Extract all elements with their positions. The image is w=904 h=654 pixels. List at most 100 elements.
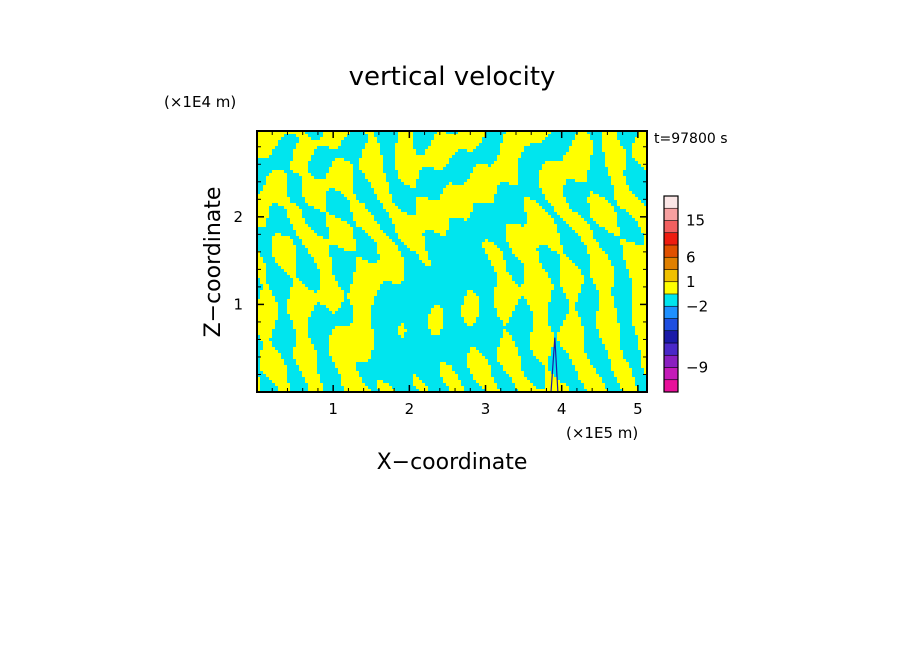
field-cell-negative [386,170,389,173]
field-cell-negative [620,137,623,140]
field-cell-negative [452,338,455,341]
field-cell-negative [515,263,518,266]
field-cell-negative [596,137,599,140]
field-cell-negative [275,209,278,212]
field-cell-negative [446,173,449,176]
field-cell-negative [281,323,284,326]
field-cell-negative [536,161,539,164]
field-cell-negative [488,275,491,278]
field-cell-negative [440,305,443,308]
field-cell-negative [314,326,317,329]
field-cell-negative [464,230,467,233]
field-cell-negative [287,287,290,290]
field-cell-negative [584,293,587,296]
field-cell-negative [431,167,434,170]
field-cell-negative [620,143,623,146]
field-cell-negative [377,344,380,347]
field-cell-negative [539,257,542,260]
field-cell-negative [524,347,527,350]
field-cell-negative [512,323,515,326]
field-cell-negative [635,353,638,356]
field-cell-negative [398,335,401,338]
field-cell-negative [395,329,398,332]
field-cell-negative [440,347,443,350]
field-cell-negative [491,347,494,350]
field-cell-negative [461,167,464,170]
field-cell-negative [410,197,413,200]
field-cell-negative [362,134,365,137]
field-cell-negative [275,218,278,221]
field-cell-negative [404,323,407,326]
field-cell-negative [593,353,596,356]
field-cell-negative [482,305,485,308]
field-cell-negative [305,221,308,224]
field-cell-negative [530,182,533,185]
field-cell-negative [533,161,536,164]
field-cell-negative [596,140,599,143]
field-cell-negative [269,272,272,275]
field-cell-negative [407,248,410,251]
field-cell-negative [473,218,476,221]
field-cell-negative [281,230,284,233]
field-cell-negative [407,311,410,314]
field-cell-negative [356,227,359,230]
field-cell-negative [539,248,542,251]
field-cell-negative [353,143,356,146]
field-cell-negative [413,296,416,299]
field-cell-negative [575,308,578,311]
field-cell-negative [629,281,632,284]
field-cell-negative [293,137,296,140]
field-cell-negative [602,155,605,158]
field-cell-negative [428,131,431,134]
field-cell-negative [362,239,365,242]
field-cell-negative [389,293,392,296]
field-cell-negative [599,167,602,170]
field-cell-negative [590,134,593,137]
field-cell-negative [440,236,443,239]
field-cell-negative [404,263,407,266]
field-cell-negative [434,290,437,293]
field-cell-negative [575,242,578,245]
field-cell-negative [482,158,485,161]
field-cell-negative [332,320,335,323]
field-cell-negative [599,233,602,236]
field-cell-negative [275,332,278,335]
field-cell-negative [557,272,560,275]
field-cell-negative [473,245,476,248]
field-cell-negative [536,200,539,203]
field-cell-negative [341,155,344,158]
field-cell-negative [593,293,596,296]
field-cell-negative [437,275,440,278]
field-cell-negative [383,350,386,353]
field-cell-negative [479,203,482,206]
field-cell-negative [494,230,497,233]
field-cell-negative [494,137,497,140]
field-cell-negative [377,323,380,326]
field-cell-negative [398,320,401,323]
field-cell-negative [287,230,290,233]
field-cell-negative [578,194,581,197]
field-cell-negative [512,266,515,269]
field-cell-negative [344,146,347,149]
field-cell-negative [530,143,533,146]
field-cell-negative [329,332,332,335]
field-cell-negative [443,350,446,353]
field-cell-negative [338,212,341,215]
field-cell-negative [557,296,560,299]
field-cell-negative [446,263,449,266]
field-cell-negative [554,314,557,317]
field-cell-negative [413,131,416,134]
field-cell-negative [263,260,266,263]
field-cell-negative [590,317,593,320]
field-cell-negative [419,341,422,344]
field-cell-negative [446,245,449,248]
field-cell-negative [359,248,362,251]
field-cell-negative [521,188,524,191]
field-cell-negative [281,149,284,152]
field-cell-negative [488,218,491,221]
field-cell-negative [479,209,482,212]
field-cell-negative [590,302,593,305]
field-cell-negative [491,284,494,287]
field-cell-negative [557,224,560,227]
field-cell-negative [623,212,626,215]
